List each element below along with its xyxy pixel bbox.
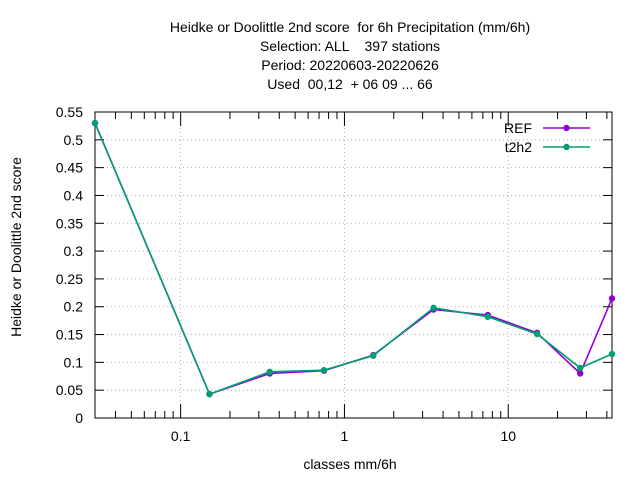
- data-series: [91, 119, 616, 398]
- x-tick-label: 10: [500, 428, 516, 444]
- title-line-3: Period: 20220603-20220626: [261, 57, 439, 73]
- data-point-t2h2: [577, 364, 584, 372]
- data-point-t2h2: [533, 330, 541, 338]
- data-point-ref: [608, 295, 616, 302]
- data-point-t2h2: [430, 304, 437, 312]
- y-tick-label: 0.3: [64, 243, 84, 259]
- data-point-t2h2: [608, 350, 616, 358]
- legend-marker-ref: [563, 124, 570, 132]
- y-tick-label: 0.1: [64, 354, 84, 370]
- title-line-1: Heidke or Doolittle 2nd score for 6h Pre…: [169, 19, 531, 35]
- chart-axes: [94, 111, 613, 419]
- grid-lines: [95, 112, 612, 418]
- legend-label-t2h2: t2h2: [505, 139, 532, 155]
- y-axis-ticks: 0 0.05 0.1 0.15 0.2 0.25 0.3 0.35 0.4 0.45 0.5 0.55: [56, 104, 612, 426]
- y-tick-label: 0.5: [64, 132, 84, 148]
- y-tick-label: 0.55: [56, 104, 83, 120]
- y-tick-label: 0.2: [64, 299, 84, 315]
- y-tick-label: 0.4: [64, 187, 84, 203]
- y-tick-label: 0.35: [56, 215, 83, 231]
- data-point-t2h2: [484, 313, 491, 320]
- legend: REF t2h2: [504, 120, 590, 155]
- legend-label-ref: REF: [504, 120, 532, 136]
- data-point-t2h2: [206, 390, 213, 398]
- title-line-2: Selection: ALL 397 stations: [259, 38, 441, 54]
- x-axis-label: classes mm/6h: [303, 456, 397, 472]
- y-tick-label: 0.45: [56, 160, 83, 176]
- y-tick-label: 0: [75, 410, 83, 426]
- y-tick-label: 0.25: [56, 271, 83, 287]
- x-axis-ticks: 0.1 1 10: [114, 112, 608, 444]
- series-line-ref: [94, 122, 613, 396]
- series-line-t2h2: [94, 122, 613, 396]
- data-point-t2h2: [370, 352, 377, 359]
- data-point-t2h2: [320, 366, 328, 374]
- y-tick-label: 0.15: [56, 327, 83, 343]
- data-point-t2h2: [266, 368, 273, 376]
- legend-marker-t2h2: [563, 143, 570, 151]
- data-point-t2h2: [91, 119, 99, 127]
- data-point-ref: [577, 370, 584, 377]
- x-tick-label: 1: [341, 428, 349, 444]
- plot-frame: [94, 111, 613, 419]
- title-line-4: Used 00,12 + 06 09 ... 66: [267, 76, 433, 92]
- y-axis-label: Heidke or Doolittle 2nd score: [8, 157, 24, 337]
- x-tick-label: 0.1: [171, 428, 191, 444]
- y-tick-label: 0.05: [56, 382, 83, 398]
